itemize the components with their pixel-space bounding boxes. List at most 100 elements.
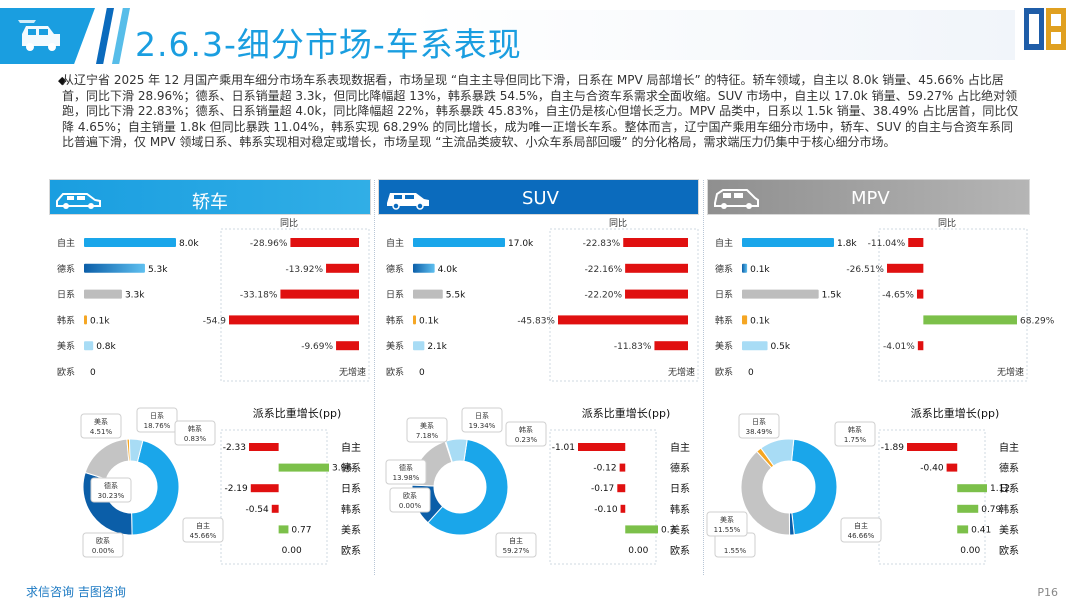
category-label: 欧系 [386, 366, 404, 378]
share-category-label: 韩系 [670, 503, 690, 516]
yoy-label: -22.20% [584, 291, 622, 301]
panel-divider [374, 180, 375, 575]
donut-slice [756, 447, 775, 469]
yoy-label: -54.9 [203, 316, 227, 326]
sales-bar [413, 341, 425, 351]
sales-label: 0.1k [750, 265, 770, 275]
yoy-label: -9.69% [301, 342, 333, 352]
share-category-label: 美系 [341, 523, 361, 536]
donut-label: 德系 [399, 463, 413, 472]
donut-callout [385, 459, 427, 485]
yoy-bar [916, 289, 924, 299]
share-title: 派系比重增长(pp) [253, 406, 342, 420]
donut-slice [427, 438, 509, 536]
donut-callout [834, 421, 876, 447]
donut-label: 46.66% [848, 532, 875, 540]
category-label: 美系 [57, 340, 75, 352]
donut-slice [445, 438, 468, 463]
donut-label: 欧系 [96, 536, 110, 545]
donut-label: 59.27% [503, 547, 530, 555]
share-label: -1.01 [552, 443, 575, 453]
sales-bar [413, 315, 416, 325]
donut-slice [126, 438, 131, 462]
sales-label: 0.1k [90, 316, 110, 326]
donut-label: 7.18% [416, 432, 439, 440]
donut-label: 韩系 [848, 425, 862, 434]
share-bar [957, 504, 979, 513]
footer-links[interactable]: 求信咨询 吉图咨询 [26, 585, 126, 599]
share-label: -0.12 [593, 464, 616, 474]
donut-slice [791, 438, 838, 536]
yoy-label: 无增速 [997, 366, 1024, 378]
sales-label: 0.1k [750, 316, 770, 326]
yoy-label: -22.16% [585, 265, 623, 275]
yoy-bar [558, 315, 688, 325]
yoy-bar [625, 289, 688, 299]
share-title: 派系比重增长(pp) [911, 406, 1000, 420]
sales-bar [742, 341, 768, 351]
category-label: 日系 [386, 290, 404, 301]
suv-icon [387, 193, 429, 210]
yoy-label: -13.92% [285, 265, 323, 275]
share-label: 3.96 [332, 464, 352, 474]
share-bar [907, 443, 958, 451]
share-category-label: 日系 [670, 483, 690, 495]
sales-label: 5.3k [148, 265, 168, 275]
panel-title-suv: SUV [522, 188, 559, 209]
category-label: 自主 [57, 237, 75, 249]
sales-bar [84, 341, 94, 351]
share-label: 0.00 [960, 546, 980, 556]
share-category-label: 韩系 [999, 503, 1019, 516]
share-category-label: 欧系 [999, 545, 1019, 557]
yoy-label: -11.83% [614, 342, 652, 352]
yoy-frame [220, 228, 370, 382]
donut-slice [740, 450, 791, 536]
sales-bar [742, 289, 819, 299]
share-category-label: 德系 [341, 462, 361, 475]
sales-label: 0 [748, 368, 754, 378]
page-title: 2.6.3-细分市场-车系表现 [135, 25, 522, 64]
share-bar [957, 484, 987, 493]
donut-label: 日系 [150, 411, 164, 420]
yoy-label: -45.83% [517, 316, 555, 326]
sales-label: 4.0k [438, 265, 458, 275]
sales-label: 1.8k [837, 239, 857, 249]
category-label: 韩系 [57, 314, 75, 326]
yoy-label: -4.65% [882, 291, 914, 301]
share-label: 1.12 [990, 484, 1010, 494]
donut-slice [760, 438, 795, 467]
category-label: 美系 [715, 340, 733, 352]
yoy-bar [923, 315, 1017, 325]
yoy-frame [878, 228, 1028, 382]
category-label: 德系 [386, 263, 404, 275]
sales-label: 0.5k [771, 342, 791, 352]
donut-callout [840, 517, 882, 543]
donut-label: 美系 [720, 515, 734, 524]
donut-label: 美系 [420, 421, 434, 430]
panel-title-mpv: MPV [851, 188, 890, 209]
yoy-title: 同比 [609, 217, 627, 229]
share-bar [250, 484, 279, 493]
sales-label: 17.0k [508, 239, 534, 249]
share-label: 0.77 [291, 525, 311, 535]
donut-callout [406, 417, 448, 443]
sales-label: 2.1k [427, 342, 447, 352]
yoy-label: -33.18% [240, 291, 278, 301]
share-title: 派系比重增长(pp) [582, 406, 671, 420]
donut-callout [738, 413, 780, 439]
donut-label: 日系 [475, 411, 489, 420]
sales-label: 0.8k [96, 342, 116, 352]
share-bar [278, 525, 289, 534]
donut-label: 0.23% [515, 436, 538, 444]
yoy-label: -11.04% [868, 239, 906, 249]
panel-header-suv: SUV [378, 179, 699, 215]
summary-bullet: ◆ [58, 74, 67, 87]
donut-callout [82, 532, 124, 558]
share-frame [549, 429, 657, 565]
share-label: 0.7 [661, 525, 675, 535]
sales-bar [84, 315, 87, 325]
share-label: -2.33 [223, 443, 246, 453]
donut-slice [411, 440, 453, 487]
donut-label: 自主 [509, 536, 523, 545]
donut-callout [505, 421, 547, 447]
